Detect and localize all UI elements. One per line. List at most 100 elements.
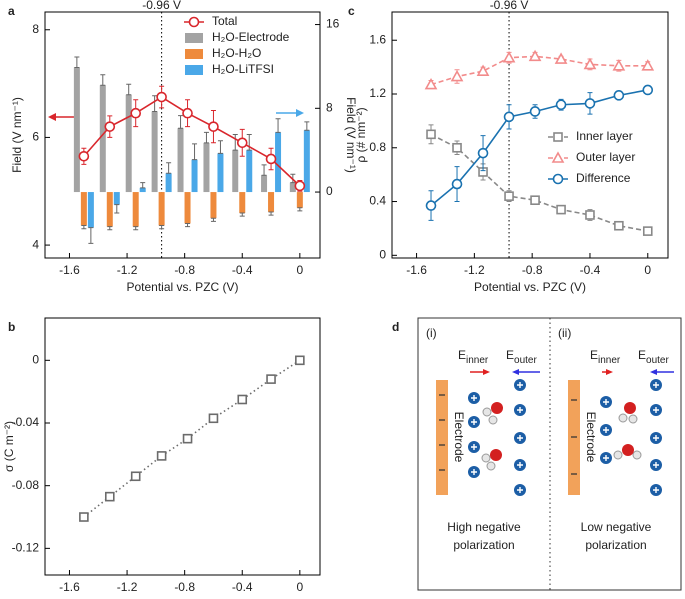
marker <box>553 132 563 142</box>
oxygen <box>490 449 502 461</box>
marker <box>208 413 219 424</box>
x-tick-label: -1.2 <box>117 263 138 277</box>
marker <box>79 512 89 522</box>
error-bar <box>114 204 120 214</box>
marker <box>182 433 193 444</box>
marker <box>425 200 437 211</box>
ion-sign <box>471 444 477 450</box>
bar <box>151 111 158 193</box>
x-tick-label: 0 <box>296 263 303 277</box>
y-tick-label: 0.8 <box>369 140 386 154</box>
bar <box>184 192 191 224</box>
arrow-head <box>606 369 613 375</box>
field-symbol: E <box>590 348 598 362</box>
chart-panel: a -1.6 -1.2 -0.8 -0.4 0 4 6 8 0 8 16 Potential vs. P… <box>8 0 358 294</box>
ion <box>514 459 526 471</box>
water <box>482 402 503 425</box>
legend-label: H₂O-H₂O <box>212 46 261 60</box>
error-bar <box>268 211 274 216</box>
marker <box>295 355 305 366</box>
ion-sign <box>653 407 659 413</box>
marker <box>528 49 542 62</box>
panel-label: c <box>348 4 355 18</box>
bar <box>303 130 310 193</box>
marker <box>552 173 564 185</box>
x-tick-label: 0 <box>296 580 303 594</box>
ion <box>468 466 480 478</box>
x-tick-label: 0 <box>644 263 651 277</box>
reference-label: -0.96 V <box>142 0 181 12</box>
ion-sign <box>653 462 659 468</box>
field-symbol: E <box>458 348 466 362</box>
marker <box>530 195 540 205</box>
ion-sign <box>653 435 659 441</box>
x-tick-label: -0.4 <box>232 580 253 594</box>
x-tick-label: -1.6 <box>59 580 80 594</box>
error-bar <box>261 164 267 176</box>
arrow-head <box>650 369 657 375</box>
bar <box>113 192 120 205</box>
ion-sign <box>517 435 523 441</box>
bar <box>246 150 253 193</box>
marker <box>182 107 193 119</box>
bar <box>210 192 217 219</box>
error-bar <box>232 133 238 151</box>
x-tick-label: -0.8 <box>522 263 543 277</box>
water <box>481 449 502 471</box>
y-axis-label: Field (V nm⁻¹) <box>10 97 24 173</box>
y-tick-label: -0.04 <box>12 415 40 429</box>
ion <box>468 441 480 453</box>
electrode-charges <box>439 394 577 475</box>
ion <box>514 484 526 496</box>
panel-tag: (ii) <box>558 326 571 340</box>
reference-label: -0.96 V <box>490 0 529 12</box>
error-bar <box>304 121 310 131</box>
bar <box>275 132 282 193</box>
ion <box>650 432 662 444</box>
x-tick-label: -1.6 <box>59 263 80 277</box>
bar <box>80 192 87 226</box>
caption: High negative <box>447 520 521 534</box>
field-subscript: inner <box>466 355 489 366</box>
panel-label: a <box>8 4 15 18</box>
ion-sign <box>603 427 609 433</box>
chart-panel: b -1.6 -1.2 -0.8 -0.4 0 -0.12 -0.08 -0.04 0 Potent… <box>2 317 321 599</box>
legend-label: Total <box>212 14 237 28</box>
x-tick-label: -0.8 <box>174 263 195 277</box>
field-label: Einner <box>590 348 621 365</box>
error-bar <box>210 217 216 222</box>
bar <box>268 192 275 212</box>
plot-frame <box>391 11 669 259</box>
hydrogen <box>618 413 628 423</box>
y-tick-label: 6 <box>32 130 39 144</box>
legend-swatch <box>185 33 203 43</box>
x-tick-label: -0.4 <box>580 263 601 277</box>
field-label: Einner <box>458 348 489 365</box>
error-bar <box>152 95 158 112</box>
ion-sign <box>653 487 659 493</box>
ion <box>514 404 526 416</box>
error-bar <box>107 226 113 231</box>
marker <box>130 471 141 482</box>
water <box>618 402 638 424</box>
legend-label: H₂O-LiTFSI <box>212 62 274 76</box>
marker <box>476 64 490 76</box>
field-symbol: E <box>638 348 646 362</box>
bar <box>73 67 80 193</box>
chart-panel: c -1.6 -1.2 -0.8 -0.4 0 0 0.4 0.8 1.2 1.6 Potential… <box>348 0 669 294</box>
electrode-label: Electrode <box>452 412 466 463</box>
diagram: d (i) (ii) Einner Eouter Einner Eouter E… <box>392 317 682 591</box>
caption: polarization <box>453 538 514 552</box>
ion <box>600 396 612 408</box>
axis-arrows <box>48 109 304 121</box>
ion-sign <box>653 382 659 388</box>
x-tick-label: -1.2 <box>464 263 485 277</box>
legend-label: H₂O-Electrode <box>212 30 290 44</box>
bar <box>191 159 198 193</box>
error-bar <box>275 118 281 133</box>
y2-tick-label: 8 <box>326 100 333 114</box>
error-bar <box>133 226 139 231</box>
arrow-head <box>48 113 56 121</box>
ion <box>650 459 662 471</box>
bar <box>139 187 146 193</box>
